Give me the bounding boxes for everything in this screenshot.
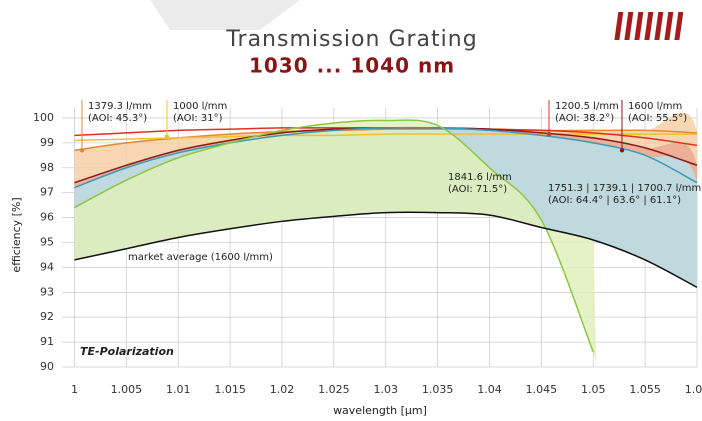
y-tick-label: 90 xyxy=(40,360,54,373)
series-aoi: (AOI: 71.5°) xyxy=(448,184,507,195)
y-tick-label: 91 xyxy=(40,335,54,348)
series-label: 1751.3 | 1739.1 | 1700.7 l/mm xyxy=(548,183,701,194)
series-aoi: (AOI: 45.3°) xyxy=(88,113,147,124)
annotation-dot xyxy=(80,148,84,152)
y-tick-label: 96 xyxy=(40,211,54,224)
x-tick-label: 1.055 xyxy=(629,383,661,396)
x-tick-label: 1.05 xyxy=(581,383,606,396)
series-aoi: (AOI: 38.2°) xyxy=(555,113,614,124)
x-tick-label: 1.04 xyxy=(477,383,502,396)
series-label: 1841.6 l/mm xyxy=(448,172,512,183)
chart-title: Transmission Grating xyxy=(225,27,477,52)
series-aoi: (AOI: 55.5°) xyxy=(628,113,687,124)
y-axis-label: efficiency [%] xyxy=(10,197,23,272)
annotation-dot xyxy=(620,148,624,152)
y-tick-label: 100 xyxy=(33,111,54,124)
series-aoi: (AOI: 64.4° | 63.6° | 61.1°) xyxy=(548,195,681,206)
y-tick-label: 99 xyxy=(40,136,54,149)
series-label: market average (1600 l/mm) xyxy=(128,252,273,263)
x-tick-label: 1.06 xyxy=(685,383,702,396)
series-aoi: (AOI: 31°) xyxy=(173,113,223,124)
x-tick-label: 1 xyxy=(71,383,78,396)
x-axis-label: wavelength [µm] xyxy=(333,404,427,417)
x-tick-label: 1.035 xyxy=(422,383,454,396)
x-tick-label: 1.025 xyxy=(318,383,350,396)
y-tick-label: 92 xyxy=(40,310,54,323)
x-tick-label: 1.03 xyxy=(373,383,398,396)
annotation-dot xyxy=(547,132,551,136)
series-label: 1200.5 l/mm xyxy=(555,101,619,112)
chart: Transmission Grating 1030 ... 1040 nm ef… xyxy=(0,0,702,421)
x-tick-label: 1.01 xyxy=(166,383,191,396)
y-tick-label: 95 xyxy=(40,235,54,248)
x-tick-label: 1.005 xyxy=(111,383,143,396)
x-tick-label: 1.045 xyxy=(526,383,558,396)
y-tick-label: 98 xyxy=(40,161,54,174)
x-tick-label: 1.02 xyxy=(270,383,295,396)
x-tick-label: 1.015 xyxy=(214,383,246,396)
series-label: 1379.3 l/mm xyxy=(88,101,152,112)
chart-subtitle: 1030 ... 1040 nm xyxy=(249,54,455,78)
y-tick-label: 97 xyxy=(40,186,54,199)
annotation-dot xyxy=(165,134,169,138)
y-tick-label: 93 xyxy=(40,285,54,298)
note: TE-Polarization xyxy=(80,345,174,358)
series-label: 1000 l/mm xyxy=(173,101,227,112)
series-label: 1600 l/mm xyxy=(628,101,682,112)
y-tick-label: 94 xyxy=(40,260,54,273)
